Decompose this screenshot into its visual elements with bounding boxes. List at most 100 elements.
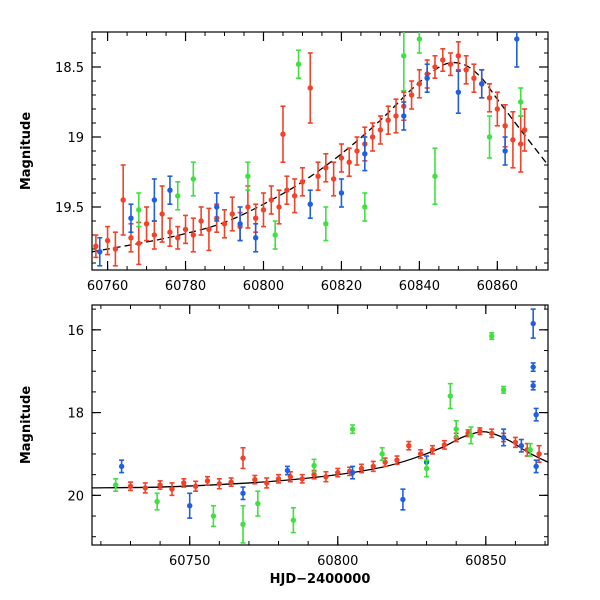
red-data-point [252,474,258,485]
red-data-point [228,477,234,488]
blue-data-point [533,459,539,474]
red-data-point [307,52,313,124]
top-model-curve [92,61,548,253]
green-data-point [290,506,297,534]
blue-data-point [252,223,259,253]
red-data-point [323,153,329,183]
red-data-point [260,192,267,228]
red-data-point [245,185,251,229]
blue-data-point [284,465,291,476]
red-data-point [370,460,376,473]
green-data-point [175,181,181,211]
x-tick-label: 60750 [169,554,210,569]
blue-data-point [349,465,356,480]
y-tick-label: 19.5 [55,201,84,216]
red-data-point [190,217,197,253]
red-data-point [159,185,165,243]
red-data-point [192,480,199,493]
red-data-point [204,475,211,486]
top-plot-frame [91,31,549,271]
x-tick-label: 60860 [477,279,518,294]
red-data-point [299,167,306,197]
green-data-point [190,161,197,197]
blue-data-point [187,492,193,519]
green-data-point [453,420,459,439]
red-data-point [330,161,337,197]
blue-data-point [500,428,507,447]
blue-data-point [530,380,536,391]
red-data-point [394,455,400,466]
green-data-point [447,382,453,410]
red-data-point [142,482,148,494]
red-data-point [136,221,142,266]
red-data-point [216,477,223,490]
red-data-point [181,477,187,488]
red-data-point [338,143,345,173]
y-tick-label: 18 [67,407,84,422]
blue-data-point [530,308,536,339]
red-data-point [382,457,388,468]
red-data-point [299,473,305,484]
blue-data-point [128,203,134,233]
green-data-point [323,206,329,242]
red-data-point [463,54,469,85]
green-data-point [468,426,474,445]
bottom-panel: 60750 60800 60850 16 18 20 Magnitude HJD−2400… [19,304,549,587]
red-data-point [291,178,298,214]
red-data-point [393,98,399,134]
x-tick-label: 60840 [399,279,440,294]
top-axis-ticks: 60760 60780 60800 60820 60840 60860 18.5 19 19.5 [55,32,548,294]
red-data-point [120,164,126,236]
bottom-plot-frame [91,304,549,546]
green-data-point [423,459,430,478]
red-data-point [151,220,158,250]
red-data-point [408,80,415,110]
red-data-point [182,214,189,245]
y-tick-label: 19 [67,131,84,146]
x-tick-label: 60800 [317,554,358,569]
blue-data-point [237,206,243,242]
red-data-point [169,482,175,497]
red-data-point [406,440,412,451]
red-data-point [377,115,384,145]
top-data-points [93,32,528,267]
bottom-model-curve [92,431,548,489]
green-data-point [136,192,142,228]
blue-data-point [338,178,345,208]
red-data-point [323,470,329,483]
red-data-point [104,225,111,256]
green-data-point [255,490,261,517]
red-data-point [240,446,246,470]
blue-data-point [479,69,485,99]
green-data-point [272,220,278,250]
green-data-point [112,477,119,493]
green-data-point [518,87,524,117]
bottom-data-points [112,308,542,544]
blue-data-point [502,136,508,166]
red-data-point [354,136,360,166]
red-data-point [315,161,321,191]
blue-data-point [118,459,125,474]
blue-data-point [151,178,158,222]
red-data-point [143,206,150,242]
red-data-point [518,115,524,173]
green-data-point [349,424,356,435]
red-data-point [441,439,448,450]
x-tick-label: 60850 [465,554,506,569]
red-data-point [429,444,436,455]
red-data-point [221,209,228,239]
y-tick-label: 18.5 [55,61,84,76]
red-data-point [447,52,454,77]
x-tick-label: 60780 [165,279,206,294]
green-data-point [240,504,246,544]
red-data-point [417,449,424,459]
blue-data-point [514,32,520,68]
bottom-y-axis-label: Magnitude [19,386,34,465]
red-data-point [206,207,212,252]
green-data-point [154,492,160,511]
red-data-point [486,83,493,113]
red-data-point [477,427,483,436]
green-data-point [210,504,217,528]
red-data-point [455,40,462,71]
